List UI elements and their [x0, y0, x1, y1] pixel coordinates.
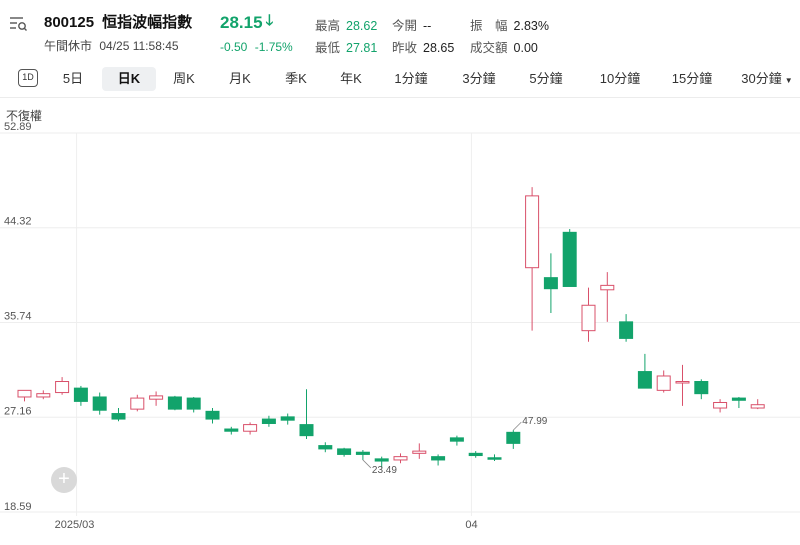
tab-5min[interactable]: 5分鐘 [529, 71, 563, 86]
candle-up [656, 375, 671, 391]
y-tick-label: 44.32 [4, 216, 32, 228]
stock-code: 800125 [44, 14, 95, 31]
y-tick-label: 35.74 [4, 311, 32, 323]
candle-up [130, 397, 145, 410]
y-tick-label: 27.16 [4, 405, 32, 417]
candle-down [73, 387, 88, 402]
tab-30min-dropdown[interactable]: 30分鐘 ▼ [736, 67, 798, 91]
candle-down [619, 321, 634, 339]
candle-up [17, 389, 32, 398]
tab-30min-label: 30分鐘 [741, 71, 782, 86]
tab-weekly-k[interactable]: 周K [173, 71, 195, 86]
tabs-divider [0, 97, 800, 98]
candle-down [111, 413, 126, 420]
low-label: 最低 [315, 41, 341, 55]
candle-down [186, 397, 201, 410]
stats-col-2: 今開 -- 昨收 28.65 [392, 15, 454, 59]
candle-down [506, 431, 521, 444]
stats-col-1: 最高 28.62 最低 27.81 [315, 15, 377, 59]
candle-down [337, 448, 352, 455]
candle-down [92, 396, 107, 411]
annotation-high-label: 47.99 [522, 416, 547, 427]
candle-up [525, 195, 540, 269]
candle-down [431, 456, 446, 461]
down-arrow-icon: 🡓 [265, 12, 274, 29]
candle-up [149, 395, 164, 400]
candle-up [713, 401, 728, 409]
candle-up [55, 381, 70, 394]
high-label: 最高 [315, 19, 341, 33]
candle-up [581, 304, 596, 332]
high-value: 28.62 [346, 19, 378, 33]
prev-close-label: 昨收 [392, 41, 418, 55]
candlestick-chart[interactable]: 52.89 44.32 35.74 27.16 18.59 2025/03 04 47.99 2… [0, 120, 800, 545]
candle-down [280, 416, 295, 421]
candle-down [355, 451, 370, 455]
stats-col-3: 振 幅 2.83% 成交額 0.00 [470, 15, 549, 59]
price-change: -0.50 [220, 40, 248, 54]
stock-name: 恒指波幅指數 [102, 14, 193, 31]
tab-1min[interactable]: 1分鐘 [394, 71, 428, 86]
tab-5d[interactable]: 5日 [62, 71, 84, 86]
quote-datetime: 04/25 11:58:45 [99, 39, 179, 53]
tab-monthly-k[interactable]: 月K [229, 71, 251, 86]
annotation-leader [513, 421, 522, 431]
tab-daily-k[interactable]: 日K [102, 67, 156, 91]
annotation-leader [362, 459, 372, 469]
candle-down [731, 397, 746, 401]
candle-down [205, 410, 220, 420]
tab-quarterly-k[interactable]: 季K [285, 71, 307, 86]
candle-down [449, 437, 464, 442]
candle-up [36, 393, 51, 398]
candle-down [637, 371, 652, 389]
candle-up [675, 381, 690, 384]
amplitude-value: 2.83% [513, 19, 549, 33]
candle-up [243, 424, 258, 432]
watchlist-menu-icon[interactable] [8, 14, 28, 34]
last-price: 28.15 [220, 12, 263, 32]
x-tick-label: 2025/03 [55, 519, 95, 531]
open-label: 今開 [392, 19, 418, 33]
tab-10min[interactable]: 10分鐘 [599, 71, 641, 86]
caret-down-icon: ▼ [784, 76, 793, 85]
candle-down [299, 424, 314, 437]
candle-down [487, 457, 502, 460]
candle-down [224, 428, 239, 432]
candle-down [562, 231, 577, 287]
candle-down [318, 445, 333, 450]
add-indicator-button[interactable]: + [51, 467, 77, 493]
quote-header: 800125 恒指波幅指數 午間休市 04/25 11:58:45 28.15 … [0, 0, 800, 60]
prev-close-value: 28.65 [423, 41, 455, 55]
turnover-label: 成交額 [470, 41, 508, 55]
intraday-icon[interactable]: 1D [18, 69, 38, 87]
tab-3min[interactable]: 3分鐘 [462, 71, 496, 86]
candle-up [750, 404, 765, 409]
candle-down [261, 418, 276, 424]
annotation-low-label: 23.49 [372, 465, 397, 476]
period-tabs: 1D 5日 日K 周K 月K 季K 年K 1分鐘 3分鐘 5分鐘 10分鐘 15… [0, 64, 800, 94]
turnover-value: 0.00 [513, 41, 538, 55]
adjust-mode-label[interactable]: 不復權 [6, 109, 43, 123]
candle-up [600, 284, 615, 291]
low-value: 27.81 [346, 41, 378, 55]
x-tick-label: 04 [465, 519, 477, 531]
candle-down [468, 452, 483, 457]
candle-down [694, 381, 709, 395]
candle-down [167, 396, 182, 410]
tab-yearly-k[interactable]: 年K [340, 71, 362, 86]
open-value: -- [423, 19, 432, 33]
candle-up [393, 456, 408, 461]
candle-down [374, 458, 389, 462]
y-tick-label: 18.59 [4, 501, 32, 513]
amplitude-label: 振 幅 [470, 19, 508, 33]
price-change-pct: -1.75% [254, 40, 293, 54]
candle-down [543, 277, 558, 290]
market-status: 午間休市 [44, 39, 93, 53]
y-tick-label: 52.89 [4, 121, 32, 133]
candle-up [412, 450, 427, 454]
tab-15min[interactable]: 15分鐘 [671, 71, 713, 86]
